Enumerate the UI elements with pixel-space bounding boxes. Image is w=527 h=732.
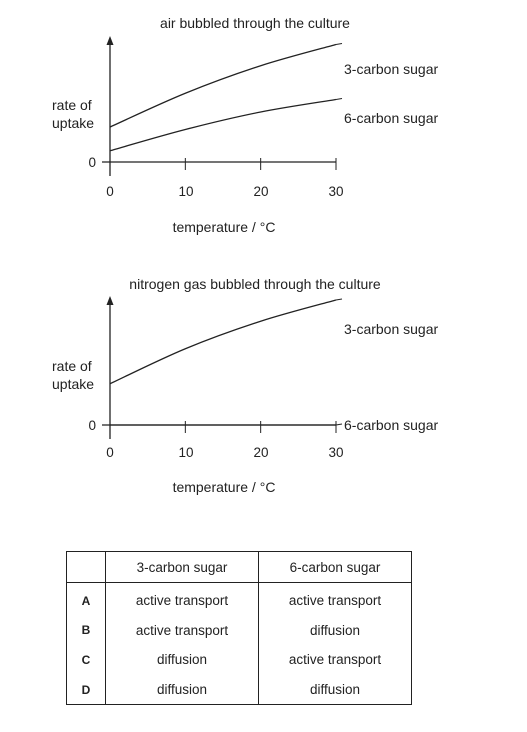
- graph-nitrogen-axes: [102, 296, 337, 439]
- option-d-6-carbon: diffusion: [258, 674, 412, 706]
- series-leader-line: [335, 98, 343, 100]
- option-b-3-carbon: active transport: [105, 615, 259, 646]
- option-c-3-carbon: diffusion: [105, 645, 259, 675]
- table-header-6-carbon: 6-carbon sugar: [258, 551, 412, 583]
- series-line-6-carbon: [109, 98, 337, 152]
- graph-nitrogen-xlabel: temperature / °C: [173, 479, 276, 495]
- graph-air-axes: [102, 36, 337, 176]
- series-leader-line: [335, 423, 343, 426]
- graph-air-xtick-10: 10: [178, 184, 193, 199]
- table-row-c[interactable]: C diffusion active transport: [66, 645, 412, 675]
- graph-nitrogen-ylabel-line1: rate of: [52, 358, 92, 374]
- graph-nitrogen-ylabel-line2: uptake: [52, 376, 94, 392]
- graph-air-ylabel-line2: uptake: [52, 115, 94, 131]
- option-d-3-carbon: diffusion: [105, 674, 259, 706]
- table-row-a[interactable]: A active transport active transport: [66, 582, 412, 616]
- series-leader-line: [335, 298, 343, 301]
- option-b-6-carbon: diffusion: [258, 615, 412, 646]
- option-letter-c: C: [66, 645, 106, 675]
- graph-nitrogen-label-3-carbon: 3-carbon sugar: [344, 321, 439, 337]
- table-row-b[interactable]: B active transport diffusion: [66, 615, 412, 646]
- graph-air-xtick-20: 20: [253, 184, 268, 199]
- answer-options-table: 3-carbon sugar 6-carbon sugar A active t…: [66, 551, 412, 706]
- graph-air-ylabel-line1: rate of: [52, 97, 92, 113]
- graph-nitrogen-xtick-10: 10: [178, 445, 193, 460]
- graph-air-xlabel: temperature / °C: [173, 219, 276, 235]
- graph-nitrogen-xtick-20: 20: [253, 445, 268, 460]
- graph-nitrogen-xtick-0: 0: [106, 445, 114, 460]
- table-row-d[interactable]: D diffusion diffusion: [66, 674, 412, 706]
- option-c-6-carbon: active transport: [258, 645, 412, 675]
- y-axis-arrow-icon: [106, 36, 114, 45]
- graph-air-label-6-carbon: 6-carbon sugar: [344, 110, 439, 126]
- series-line-3-carbon: [109, 43, 337, 128]
- graph-air-title: air bubbled through the culture: [160, 15, 350, 31]
- graph-air-ytick-0: 0: [88, 155, 96, 170]
- graph-air-label-3-carbon: 3-carbon sugar: [344, 61, 439, 77]
- graph-nitrogen: nitrogen gas bubbled through the culture…: [52, 276, 439, 495]
- graph-nitrogen-ytick-0: 0: [88, 418, 96, 433]
- series-leader-line: [335, 43, 343, 45]
- graphs-figure: air bubbled through the culture rate of …: [52, 15, 439, 495]
- table-header-3-carbon: 3-carbon sugar: [105, 551, 259, 583]
- graph-nitrogen-series: [109, 298, 343, 426]
- table-header-row: 3-carbon sugar 6-carbon sugar: [66, 551, 412, 583]
- graph-air: air bubbled through the culture rate of …: [52, 15, 439, 235]
- graph-air-series: [109, 43, 343, 152]
- option-letter-a: A: [66, 582, 106, 616]
- table-header-blank: [66, 551, 106, 583]
- graph-air-xtick-0: 0: [106, 184, 114, 199]
- graph-nitrogen-label-6-carbon: 6-carbon sugar: [344, 417, 439, 433]
- graph-air-xtick-30: 30: [328, 184, 343, 199]
- option-letter-b: B: [66, 615, 106, 646]
- series-line-3-carbon: [109, 299, 337, 385]
- option-a-3-carbon: active transport: [105, 582, 259, 616]
- y-axis-arrow-icon: [106, 296, 114, 305]
- option-a-6-carbon: active transport: [258, 582, 412, 616]
- graph-nitrogen-xtick-30: 30: [328, 445, 343, 460]
- graph-nitrogen-title: nitrogen gas bubbled through the culture: [129, 276, 381, 292]
- option-letter-d: D: [66, 674, 106, 706]
